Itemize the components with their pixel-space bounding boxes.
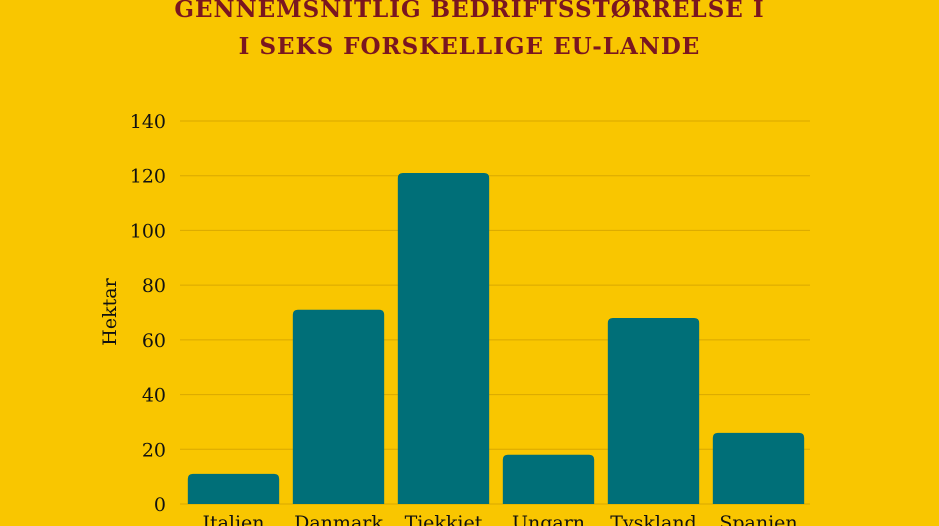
bar-tyskland	[607, 317, 700, 504]
bars	[187, 172, 805, 504]
x-tick-label: Italien	[202, 512, 264, 526]
y-axis-ticks: 0 20 40 60 80 100 120 140	[130, 111, 166, 516]
x-tick-label: Danmark	[294, 512, 383, 526]
x-tick-label: Spanien	[719, 512, 797, 526]
y-tick-label: 140	[130, 111, 166, 133]
gridlines	[180, 120, 810, 505]
y-tick-label: 100	[130, 220, 166, 242]
bar-spanien	[712, 432, 805, 504]
x-axis-ticks: Italien Danmark Tjekkiet Ungarn Tyskland Span…	[202, 512, 797, 526]
y-tick-label: 80	[142, 275, 166, 297]
y-tick-label: 0	[154, 494, 166, 516]
bar-italien	[187, 473, 280, 504]
y-tick-label: 20	[142, 439, 166, 461]
bar-ungarn	[502, 454, 595, 504]
y-axis-label: Hektar	[99, 277, 121, 345]
x-tick-label: Tjekkiet	[405, 512, 483, 526]
y-tick-label: 60	[142, 330, 166, 352]
x-tick-label: Ungarn	[512, 512, 585, 526]
bar-danmark	[292, 309, 385, 504]
y-tick-label: 40	[142, 385, 166, 407]
x-tick-label: Tyskland	[610, 512, 696, 526]
chart-title-line-1: GENNEMSNITLIG BEDRIFTSSTØRRELSE I	[174, 0, 765, 23]
bar-tjekkiet	[397, 172, 490, 504]
y-tick-label: 120	[130, 166, 166, 188]
chart-title-line-2: I SEKS FORSKELLIGE EU-LANDE	[238, 33, 701, 60]
